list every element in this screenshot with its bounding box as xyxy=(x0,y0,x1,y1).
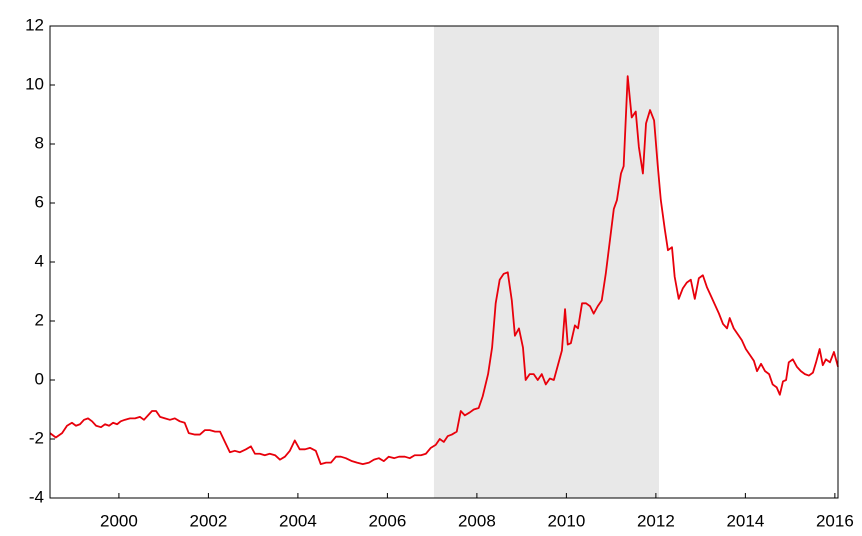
y-tick-label: -2 xyxy=(29,428,44,447)
x-tick-label: 2012 xyxy=(637,511,675,530)
x-tick-label: 2008 xyxy=(458,511,496,530)
x-tick-label: 2016 xyxy=(816,511,854,530)
shaded-region xyxy=(433,26,660,498)
y-tick-label: 12 xyxy=(25,15,44,34)
y-tick-label: 10 xyxy=(25,74,44,93)
x-tick-label: 2010 xyxy=(547,511,585,530)
shade-layer xyxy=(433,26,660,498)
plot-layer xyxy=(49,75,839,465)
y-tick-label: 8 xyxy=(35,133,44,152)
x-tick-label: 2014 xyxy=(726,511,764,530)
y-tick-label: 0 xyxy=(35,369,44,388)
x-tick-label: 2002 xyxy=(189,511,227,530)
y-tick-label: 4 xyxy=(35,251,44,270)
y-tick-label: 2 xyxy=(35,310,44,329)
data-line xyxy=(49,75,839,465)
y-tick-label: 6 xyxy=(35,192,44,211)
x-tick-label: 2006 xyxy=(368,511,406,530)
y-tick-label: -4 xyxy=(29,487,44,506)
x-tick-label: 2004 xyxy=(279,511,317,530)
x-tick-label: 2000 xyxy=(100,511,138,530)
